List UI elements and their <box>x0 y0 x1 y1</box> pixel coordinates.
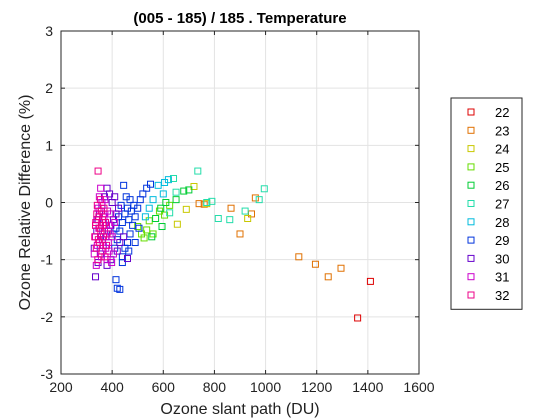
y-tick-label: 1 <box>45 137 53 153</box>
legend-label: 27 <box>495 197 509 212</box>
legend-label: 30 <box>495 251 509 266</box>
legend-label: 24 <box>495 142 509 157</box>
x-tick-label: 1400 <box>352 379 383 395</box>
legend: 22 23 24 25 26 27 28 29 30 31 32 <box>451 98 522 309</box>
x-tick-label: 800 <box>203 379 227 395</box>
y-tick-label: 0 <box>45 195 53 211</box>
y-tick-label: 2 <box>45 80 53 96</box>
x-axis-label: Ozone slant path (DU) <box>160 401 319 418</box>
legend-label: 31 <box>495 270 509 285</box>
legend-label: 26 <box>495 178 509 193</box>
legend-label: 29 <box>495 233 509 248</box>
x-tick-label: 600 <box>152 379 176 395</box>
legend-label: 32 <box>495 288 509 303</box>
legend-box <box>451 98 522 309</box>
legend-label: 25 <box>495 160 509 175</box>
chart-title: (005 - 185) / 185 . Temperature <box>133 10 346 27</box>
legend-label: 22 <box>495 105 509 120</box>
y-tick-label: -1 <box>41 252 54 268</box>
x-tick-label: 400 <box>100 379 124 395</box>
x-tick-label: 1200 <box>301 379 332 395</box>
x-tick-label: 1600 <box>403 379 434 395</box>
legend-label: 28 <box>495 215 509 230</box>
y-tick-label: -3 <box>41 366 54 382</box>
x-tick-label: 1000 <box>250 379 281 395</box>
y-axis-label: Ozone Relative Difference (%) <box>17 95 34 311</box>
y-tick-label: 3 <box>45 23 53 39</box>
legend-label: 23 <box>495 123 509 138</box>
y-tick-label: -2 <box>41 309 54 325</box>
